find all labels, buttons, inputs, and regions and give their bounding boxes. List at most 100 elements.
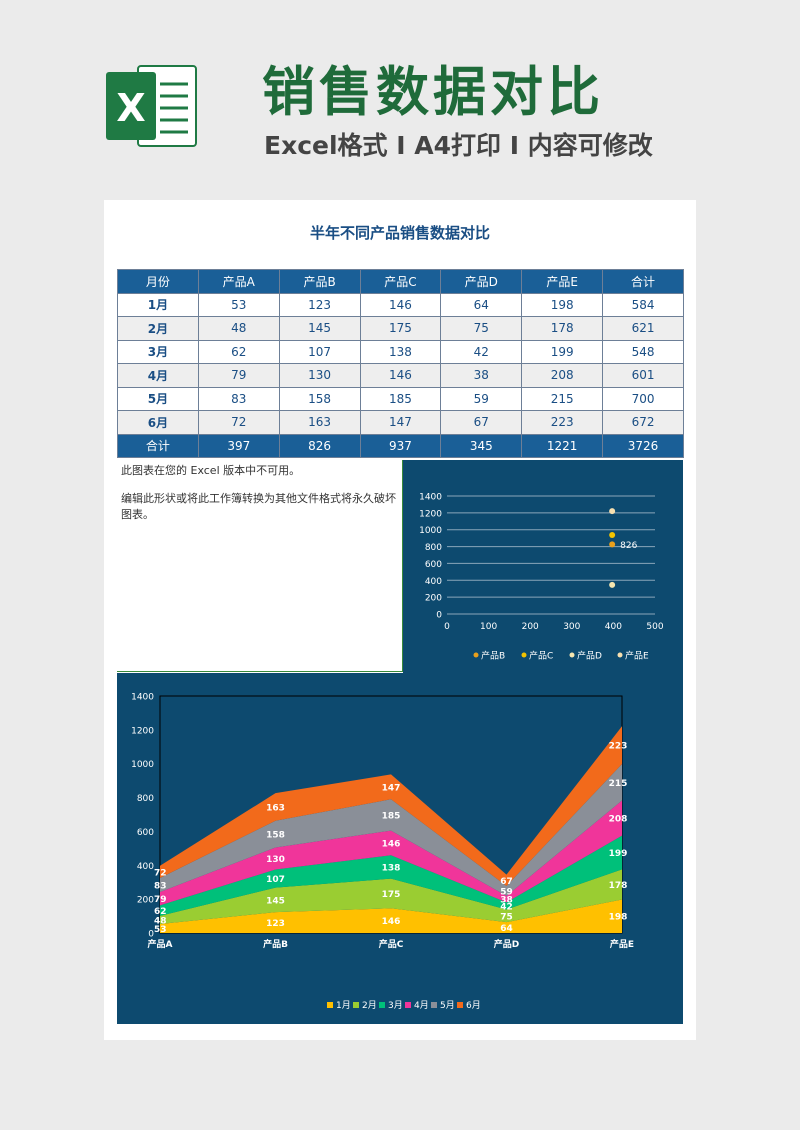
data-label: 185 [382,811,401,821]
data-label: 147 [382,783,401,793]
table-cell[interactable]: 64 [440,292,523,317]
data-label: 75 [500,912,513,922]
table-cell[interactable]: 42 [440,339,523,364]
notice-line: 编辑此形状或将此工作簿转换为其他文件格式将永久破坏图表。 [121,492,396,521]
column-header[interactable]: 产品C [359,269,442,294]
table-cell[interactable]: 826 [278,433,361,458]
y-tick-label: 1400 [419,493,442,503]
legend-marker [473,652,479,658]
data-label: 53 [154,925,167,935]
column-header[interactable]: 产品B [278,269,361,294]
data-label: 199 [609,849,628,859]
table-cell[interactable]: 53 [197,292,280,317]
notice-line: 此图表在您的 Excel 版本中不可用。 [121,464,301,477]
table-cell[interactable]: 146 [359,363,442,388]
data-label: 72 [154,868,167,878]
table-cell[interactable]: 62 [197,339,280,364]
area-series [160,869,622,925]
table-cell[interactable]: 2月 [117,316,199,341]
table-cell[interactable]: 1月 [117,292,199,317]
table-cell[interactable]: 138 [359,339,442,364]
data-label: 178 [609,881,628,891]
column-header[interactable]: 产品E [521,269,604,294]
table-cell[interactable]: 223 [521,410,604,435]
totals-row: 合计 397 826 937 345 1221 3726 [117,433,684,458]
column-header[interactable]: 月份 [117,269,199,294]
table-cell[interactable]: 1221 [521,433,604,458]
table-cell[interactable]: 584 [602,292,684,317]
scatter-chart-panel[interactable]: 0 200 400 600 800 1000 1200 1400 0 100 200 300 400 50… [403,460,683,673]
legend-marker [617,652,623,658]
table-cell[interactable]: 145 [278,316,361,341]
y-tick-label: 0 [148,930,154,940]
table-cell[interactable]: 672 [602,410,684,435]
table-cell[interactable]: 147 [359,410,442,435]
table-cell[interactable]: 215 [521,386,604,411]
page-subtitle: Excel格式 Ⅰ A4打印 Ⅰ 内容可修改 [264,131,653,160]
y-tick-label: 400 [137,862,154,872]
table-cell[interactable]: 3726 [602,433,684,458]
table-cell[interactable]: 4月 [117,363,199,388]
table-cell[interactable]: 38 [440,363,523,388]
table-cell[interactable]: 130 [278,363,361,388]
x-tick-label: 0 [444,622,450,632]
legend-entry: 2月 [362,1000,377,1011]
table-cell[interactable]: 72 [197,410,280,435]
x-tick-label: 产品B [263,938,288,950]
logo-letter: X [116,86,145,130]
data-label: 198 [609,913,628,923]
area-chart-panel[interactable]: 0 200 400 600 800 1000 1200 1400 53 123 146 64 198 48… [117,673,683,1024]
table-cell[interactable]: 158 [278,386,361,411]
table-cell[interactable]: 107 [278,339,361,364]
y-tick-label: 0 [436,611,442,621]
table-cell[interactable]: 397 [197,433,280,458]
table-cell[interactable]: 163 [278,410,361,435]
table-cell[interactable]: 700 [602,386,684,411]
legend-entry: 产品D [577,650,602,662]
column-header[interactable]: 合计 [602,269,684,294]
data-point [609,581,616,588]
table-cell[interactable]: 185 [359,386,442,411]
table-cell[interactable]: 199 [521,339,604,364]
x-tick-label: 100 [480,622,497,632]
data-label: 146 [382,839,401,849]
table-cell[interactable]: 48 [197,316,280,341]
legend-entry: 3月 [388,1000,403,1011]
table-row: 5月 83 158 185 59 215 700 [117,386,684,411]
x-tick-label: 500 [646,622,663,632]
table-cell[interactable]: 合计 [117,433,199,458]
chart-unavailable-notice[interactable]: 此图表在您的 Excel 版本中不可用。 编辑此形状或将此工作簿转换为其他文件格… [117,460,403,672]
table-cell[interactable]: 59 [440,386,523,411]
table-cell[interactable]: 175 [359,316,442,341]
legend-marker [431,1002,437,1008]
column-header[interactable]: 产品D [440,269,523,294]
table-cell[interactable]: 5月 [117,386,199,411]
table-cell[interactable]: 79 [197,363,280,388]
table-cell[interactable]: 601 [602,363,684,388]
data-point [609,508,616,515]
table-cell[interactable]: 6月 [117,410,199,435]
table-cell[interactable]: 345 [440,433,523,458]
table-cell[interactable]: 621 [602,316,684,341]
table-cell[interactable]: 75 [440,316,523,341]
column-header[interactable]: 产品A [197,269,280,294]
data-label: 158 [266,831,285,841]
y-tick-label: 600 [137,828,154,838]
data-label: 107 [266,875,285,885]
data-label: 38 [500,896,513,906]
table-cell[interactable]: 3月 [117,339,199,364]
y-tick-label: 400 [425,577,442,587]
stacked-area-chart: 0 200 400 600 800 1000 1200 1400 53 123 146 64 198 48… [131,693,634,1012]
table-cell[interactable]: 208 [521,363,604,388]
table-cell[interactable]: 146 [359,292,442,317]
table-cell[interactable]: 198 [521,292,604,317]
data-label: 67 [500,877,513,887]
data-label: 130 [266,855,285,865]
table-cell[interactable]: 83 [197,386,280,411]
table-cell[interactable]: 548 [602,339,684,364]
table-cell[interactable]: 937 [359,433,442,458]
table-cell[interactable]: 123 [278,292,361,317]
table-cell[interactable]: 178 [521,316,604,341]
table-cell[interactable]: 67 [440,410,523,435]
excel-logo-icon: X [106,65,197,147]
